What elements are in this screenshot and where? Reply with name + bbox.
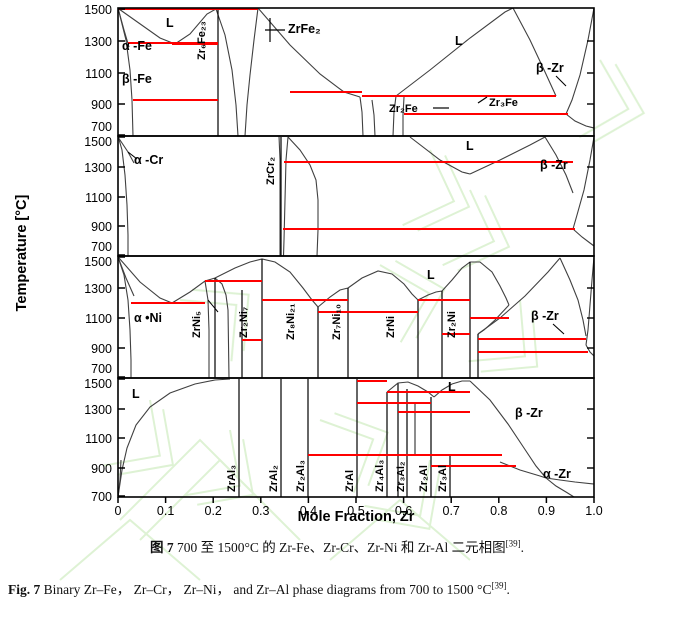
svg-text:0.8: 0.8 [490, 504, 507, 518]
svg-text:0.9: 0.9 [538, 504, 555, 518]
phase-label: Zr₈Ni₂₁ [285, 303, 297, 340]
svg-text:0.7: 0.7 [443, 504, 460, 518]
panel-zr-al [117, 377, 595, 498]
phase-label: ZrAl₃ [226, 465, 238, 492]
phase-label: ZrAl [344, 470, 356, 492]
phase-label: ZrAl₂ [268, 465, 280, 492]
invariant-lines-cr [283, 160, 575, 231]
phase-label: Zr₃Al₂ [395, 461, 407, 492]
svg-text:700: 700 [91, 362, 112, 376]
svg-text:700: 700 [91, 240, 112, 254]
phase-label: β -Zr [540, 158, 568, 172]
phase-label: Zr₃Al [437, 465, 449, 492]
phase-label: L [132, 387, 140, 401]
svg-text:0.5: 0.5 [347, 504, 364, 518]
phase-label: β -Fe [122, 72, 152, 86]
caption-cn-text: 700 至 1500°C 的 Zr-Fe、Zr-Cr、Zr-Ni 和 Zr-Al… [173, 540, 506, 555]
phase-label: Zr₂Al [418, 465, 430, 492]
svg-text:900: 900 [91, 462, 112, 476]
phase-label: ZrNi₅ [191, 311, 203, 338]
svg-text:1500: 1500 [84, 135, 112, 149]
phase-label: α -Cr [134, 153, 163, 167]
svg-text:1100: 1100 [85, 191, 112, 205]
svg-text:900: 900 [91, 98, 112, 112]
svg-text:1300: 1300 [84, 161, 112, 175]
svg-text:900: 900 [91, 220, 112, 234]
panel-zr-fe [117, 7, 595, 137]
svg-text:1500: 1500 [84, 3, 112, 17]
y-axis-ticks: 1500 1300 1100 900 700 1500 1300 1100 90… [84, 3, 125, 504]
svg-text:0.3: 0.3 [252, 504, 269, 518]
panel-zr-ni [117, 255, 595, 379]
phase-label: Zr₄Al₃ [374, 460, 386, 492]
phase-label: Zr₂Ni [446, 311, 458, 338]
caption-cn-end: . [520, 540, 525, 555]
phase-label: Zr₂Ni₇ [238, 307, 250, 338]
phase-label: β -Zr [515, 406, 543, 420]
phase-label: L [448, 380, 456, 394]
x-axis-label: Mole Fraction, Zr [298, 509, 415, 525]
phase-label: ZrFe₂ [288, 22, 321, 36]
svg-text:0.6: 0.6 [395, 504, 412, 518]
phase-label: L [427, 268, 435, 282]
svg-text:1300: 1300 [84, 403, 112, 417]
phase-label: α -Zr [543, 467, 571, 481]
svg-text:1.0: 1.0 [585, 504, 602, 518]
right-axis-ticks [587, 40, 594, 469]
invariant-lines-fe [119, 8, 568, 116]
svg-text:1100: 1100 [85, 312, 112, 326]
caption-english: Fig. 7 Binary Zr–Fe， Zr–Cr， Zr–Ni， and Z… [8, 578, 668, 598]
svg-text:1500: 1500 [84, 255, 112, 269]
phase-label: β -Zr [536, 61, 564, 75]
svg-text:1300: 1300 [84, 35, 112, 49]
panel-zr-cr [117, 135, 595, 257]
svg-text:1300: 1300 [84, 282, 112, 296]
invariant-lines-al [308, 379, 516, 468]
phase-label: Zr₆Fe₂₃ [196, 21, 208, 60]
caption-en-tag: Fig. 7 [8, 582, 41, 597]
watermark [59, 59, 656, 581]
phase-label: L [166, 16, 174, 30]
phase-labels-al: L ZrAl₃ ZrAl₂ Zr₂Al₃ ZrAl Zr₄Al₃ Zr₃Al₂ … [132, 380, 571, 492]
caption-cn-ref: [39] [505, 538, 521, 549]
phase-label: Zr₃Fe [489, 97, 518, 109]
svg-text:700: 700 [91, 120, 112, 134]
phase-label: ZrNi [385, 316, 397, 338]
phase-label: Zr₇Ni₁₀ [331, 304, 343, 340]
svg-text:900: 900 [91, 342, 112, 356]
phase-labels-cr: α -Cr ZrCr₂ L β -Zr [127, 139, 568, 185]
svg-text:1100: 1100 [85, 432, 112, 446]
phase-label: α -Fe [122, 39, 152, 53]
caption-en-end: . [506, 582, 510, 597]
svg-text:0.4: 0.4 [300, 504, 317, 518]
caption-en-ref: [39] [491, 580, 507, 591]
svg-text:0.1: 0.1 [157, 504, 174, 518]
phase-labels-fe: L α -Fe β -Fe Zr₆Fe₂₃ ZrFe₂ L Zr₂Fe Zr₃F… [122, 16, 567, 115]
phase-label: α •Ni [134, 311, 162, 325]
phase-label: L [455, 34, 463, 48]
phase-label: Zr₂Al₃ [295, 460, 307, 492]
svg-text:700: 700 [91, 490, 112, 504]
x-axis-ticks: 0 0.1 0.2 0.3 0.4 0.5 0.6 0.7 0.8 0.9 1.… [115, 497, 603, 518]
invariant-lines-ni [131, 279, 588, 354]
phase-label: β -Zr [531, 309, 559, 323]
phase-label: Zr₂Fe [389, 103, 418, 115]
caption-en-text: Binary Zr–Fe， Zr–Cr， Zr–Ni， and Zr–Al ph… [40, 582, 492, 597]
phase-labels-ni: α •Ni ZrNi₅ Zr₂Ni₇ Zr₈Ni₂₁ Zr₇Ni₁₀ ZrNi … [134, 268, 565, 340]
phase-label: L [466, 139, 474, 153]
svg-text:1500: 1500 [84, 377, 112, 391]
phase-label: ZrCr₂ [265, 157, 277, 185]
caption-chinese: 图 7 700 至 1500°C 的 Zr-Fe、Zr-Cr、Zr-Ni 和 Z… [0, 536, 674, 556]
svg-text:1100: 1100 [85, 67, 112, 81]
y-axis-label: Temperature [°C] [14, 194, 30, 311]
svg-text:0.2: 0.2 [205, 504, 222, 518]
svg-text:0: 0 [115, 504, 122, 518]
caption-cn-tag: 图 7 [149, 540, 174, 555]
